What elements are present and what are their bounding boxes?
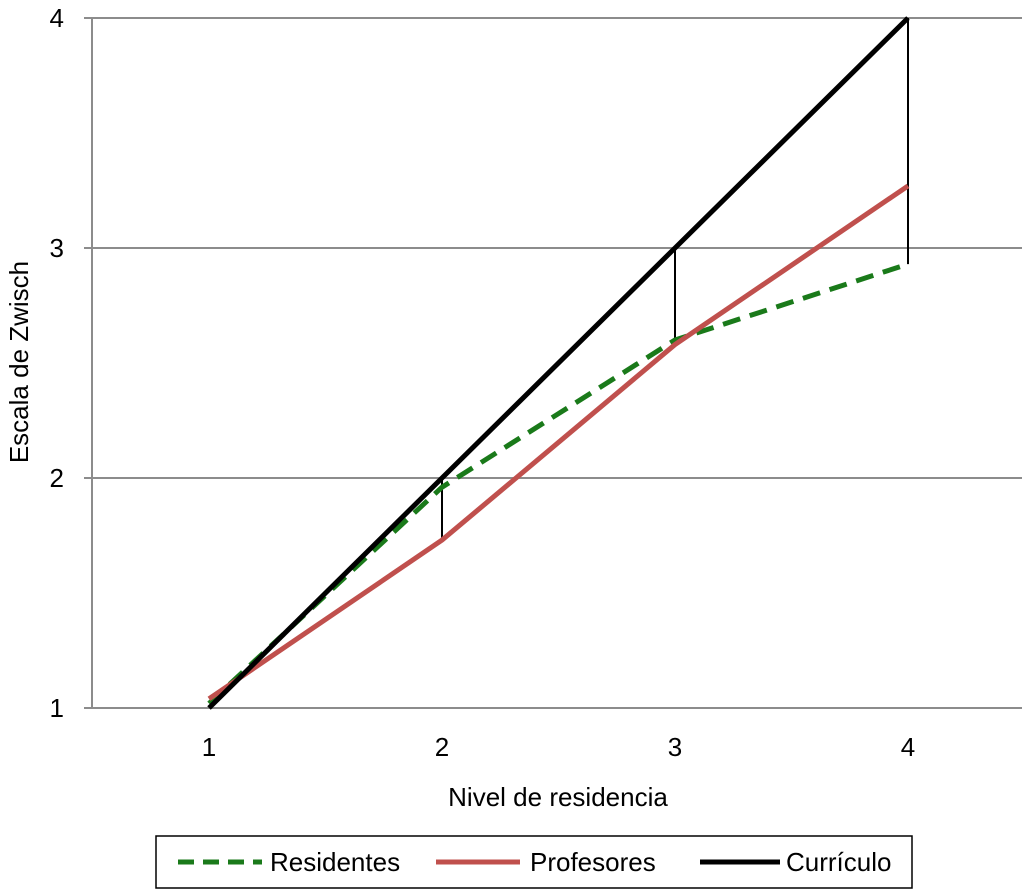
x-tick-label: 4	[901, 732, 915, 762]
gap-lines	[441, 18, 909, 541]
legend-box	[155, 835, 913, 889]
x-axis-title: Nivel de residencia	[448, 782, 668, 812]
x-tick-labels: 1 2 3 4	[202, 732, 915, 762]
series-line	[207, 261, 909, 706]
legend: Residentes Profesores Currículo	[155, 835, 913, 889]
series-line	[207, 16, 910, 710]
x-tick-label: 1	[202, 732, 216, 762]
y-tick-label: 1	[50, 693, 64, 723]
y-tick-label: 4	[50, 3, 64, 33]
y-tick-labels: 1 2 3 4	[50, 3, 64, 723]
series-lines	[207, 16, 910, 710]
y-tick-label: 3	[50, 233, 64, 263]
x-tick-label: 3	[668, 732, 682, 762]
legend-label: Residentes	[270, 847, 400, 877]
x-tick-label: 2	[435, 732, 449, 762]
legend-label: Currículo	[786, 847, 891, 877]
y-tick-label: 2	[50, 463, 64, 493]
gridlines	[84, 17, 1022, 709]
y-axis-title: Escala de Zwisch	[4, 261, 34, 463]
series-line	[207, 183, 910, 701]
legend-label: Profesores	[530, 847, 656, 877]
